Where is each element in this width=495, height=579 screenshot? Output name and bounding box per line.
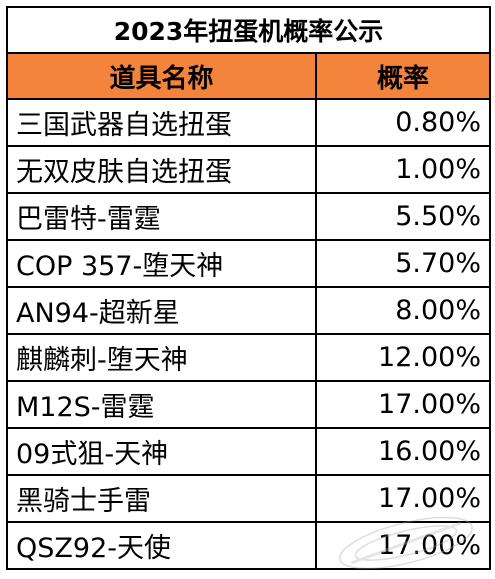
item-name-cell: COP 357-堕天神 <box>6 239 317 288</box>
probability-cell: 12.00% <box>315 333 491 382</box>
probability-cell: 1.00% <box>315 145 491 194</box>
probability-cell: 17.00% <box>315 474 491 523</box>
item-name-cell: M12S-雷霆 <box>6 380 317 429</box>
item-name-cell: QSZ92-天使 <box>6 521 317 570</box>
column-header-item-name: 道具名称 <box>6 52 317 100</box>
header-row: 道具名称 概率 <box>6 52 491 100</box>
table-row: 无双皮肤自选扭蛋 1.00% <box>6 145 491 194</box>
table-row: COP 357-堕天神 5.70% <box>6 239 491 288</box>
table-row: 黑骑士手雷 17.00% <box>6 474 491 523</box>
table-row: 麒麟刺-堕天神 12.00% <box>6 333 491 382</box>
item-name-cell: 麒麟刺-堕天神 <box>6 333 317 382</box>
probability-cell: 8.00% <box>315 286 491 335</box>
table-row: M12S-雷霆 17.00% <box>6 380 491 429</box>
table-title: 2023年扭蛋机概率公示 <box>6 6 491 54</box>
probability-cell: 0.80% <box>315 98 491 147</box>
table-row: AN94-超新星 8.00% <box>6 286 491 335</box>
table-row: 09式狙-天神 16.00% <box>6 427 491 476</box>
probability-cell: 17.00% <box>315 521 491 570</box>
table-row: 三国武器自选扭蛋 0.80% <box>6 98 491 147</box>
probability-cell: 16.00% <box>315 427 491 476</box>
item-name-cell: 09式狙-天神 <box>6 427 317 476</box>
probability-cell: 5.50% <box>315 192 491 241</box>
table-row: QSZ92-天使 17.00% <box>6 521 491 570</box>
probability-cell: 17.00% <box>315 380 491 429</box>
column-header-probability: 概率 <box>315 52 491 100</box>
probability-table: 2023年扭蛋机概率公示 道具名称 概率 三国武器自选扭蛋 0.80% 无双皮肤… <box>6 6 491 570</box>
title-row: 2023年扭蛋机概率公示 <box>6 6 491 54</box>
item-name-cell: AN94-超新星 <box>6 286 317 335</box>
probability-cell: 5.70% <box>315 239 491 288</box>
item-name-cell: 巴雷特-雷霆 <box>6 192 317 241</box>
item-name-cell: 黑骑士手雷 <box>6 474 317 523</box>
item-name-cell: 三国武器自选扭蛋 <box>6 98 317 147</box>
table-row: 巴雷特-雷霆 5.50% <box>6 192 491 241</box>
item-name-cell: 无双皮肤自选扭蛋 <box>6 145 317 194</box>
